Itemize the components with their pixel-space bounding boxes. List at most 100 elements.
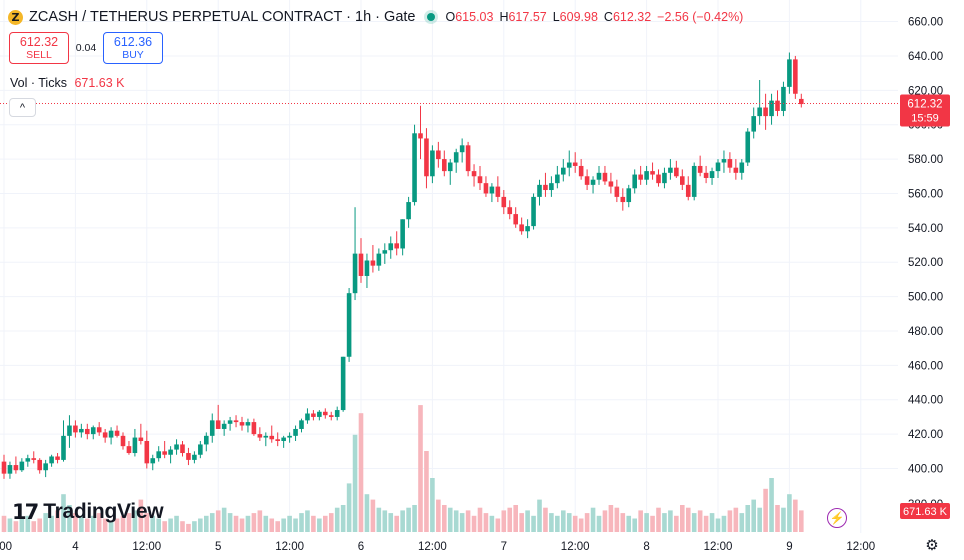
open-label: O [445, 10, 456, 24]
candle-body [691, 165, 697, 197]
candle-body [61, 435, 66, 460]
volume-bar [691, 513, 697, 532]
candle-body [781, 86, 786, 111]
candle-body [281, 437, 286, 441]
candle-body [537, 184, 542, 197]
volume-bar [186, 523, 191, 532]
candle-body [715, 162, 721, 172]
close-value: 612.32 [612, 10, 652, 24]
volume-bar [221, 507, 227, 532]
candle-body [132, 437, 138, 454]
volume-bar [757, 507, 762, 532]
candle-body [358, 253, 364, 276]
volume-bar [436, 499, 441, 532]
volume-bar [61, 494, 66, 532]
tradingview-mark-icon: 17 [12, 500, 39, 524]
y-axis-tick-label: 400.00 [908, 464, 943, 476]
volume-bar [85, 518, 90, 532]
volume-bar [245, 515, 251, 532]
volume-bar [305, 510, 310, 532]
candle-body [25, 458, 31, 462]
volume-bar [680, 505, 685, 532]
volume-bar [233, 515, 239, 532]
candle-body [525, 226, 530, 232]
x-axis-tick-label: 4 [72, 541, 79, 553]
volume-bar [340, 505, 346, 532]
volume-bar [650, 515, 655, 532]
candle-body [287, 435, 292, 438]
volume-bar [281, 518, 286, 532]
volume-bar [382, 510, 388, 532]
candle-body [793, 59, 798, 94]
volume-bar [227, 513, 233, 532]
candle-body [763, 107, 768, 117]
volume-bar [406, 507, 411, 532]
volume-bar [299, 513, 304, 532]
settings-gear-icon[interactable]: ⚙ [925, 536, 939, 554]
candle-body [412, 133, 417, 203]
candle-body [168, 449, 173, 455]
volume-bar [745, 505, 751, 532]
candle-body [209, 420, 215, 436]
volume-bar [471, 515, 477, 532]
volume-bar [108, 521, 114, 532]
candle-body [162, 451, 167, 455]
volume-bar [55, 510, 60, 532]
volume-bar [662, 513, 667, 532]
candle-body [352, 253, 358, 294]
volume-bar [418, 405, 423, 532]
volume-bar [602, 510, 608, 532]
volume-bar [424, 451, 429, 532]
candle-body [561, 167, 566, 175]
candle-body [299, 420, 304, 429]
buy-button[interactable]: 612.36 BUY [103, 32, 163, 64]
candle-body [388, 243, 394, 251]
candle-body [96, 427, 102, 433]
volume-bar [513, 505, 518, 532]
collapse-legend-button[interactable]: ^ [9, 98, 36, 117]
ohlc-values: O615.03 H617.57 L609.98 C612.32 −2.56 (−… [445, 10, 743, 24]
volume-bar [37, 518, 42, 532]
volume-bar [668, 510, 673, 532]
candle-body [519, 224, 524, 232]
zcash-coin-icon: Z [8, 9, 23, 25]
volume-bar [697, 510, 703, 532]
y-axis-tick-label: 540.00 [908, 223, 943, 235]
candle-body [697, 165, 703, 173]
volume-bar [739, 513, 745, 532]
volume-bar [67, 505, 72, 532]
candle-body [79, 428, 84, 433]
candle-body [150, 458, 156, 464]
volume-bar [334, 507, 340, 532]
candle-body [382, 250, 388, 254]
volume-legend[interactable]: Vol · Ticks 671.63 K [10, 76, 125, 90]
sell-price: 612.32 [19, 35, 59, 49]
candle-body [180, 444, 185, 454]
volume-bar [519, 513, 524, 532]
trade-panel: 612.32 SELL 0.04 612.36 BUY [9, 32, 163, 64]
candle-body [275, 439, 280, 441]
sell-button[interactable]: 612.32 SELL [9, 32, 69, 64]
candle-body [680, 176, 685, 185]
candle-body [549, 183, 554, 191]
volume-bar [198, 518, 203, 532]
candle-body [174, 444, 179, 450]
symbol-title[interactable]: ZCASH / TETHERUS PERPETUAL CONTRACT · 1h… [29, 9, 416, 25]
volume-bar [323, 515, 328, 532]
volume-legend-label: Vol · Ticks [10, 76, 67, 90]
volume-bar [465, 510, 471, 532]
volume-bar [781, 507, 786, 532]
volume-bar [477, 507, 483, 532]
candle-body [650, 171, 655, 175]
tradingview-logo[interactable]: 17 TradingView [12, 500, 164, 524]
last-volume-label: 671.63 K [903, 506, 948, 518]
candle-body [507, 207, 513, 215]
candle-body [674, 167, 679, 177]
candle-body [346, 293, 352, 357]
y-axis-tick-label: 500.00 [908, 292, 943, 304]
candle-body [73, 425, 78, 433]
last-volume-badge [900, 503, 950, 519]
lightning-icon[interactable]: ⚡ [827, 508, 847, 528]
volume-bar [793, 499, 798, 532]
